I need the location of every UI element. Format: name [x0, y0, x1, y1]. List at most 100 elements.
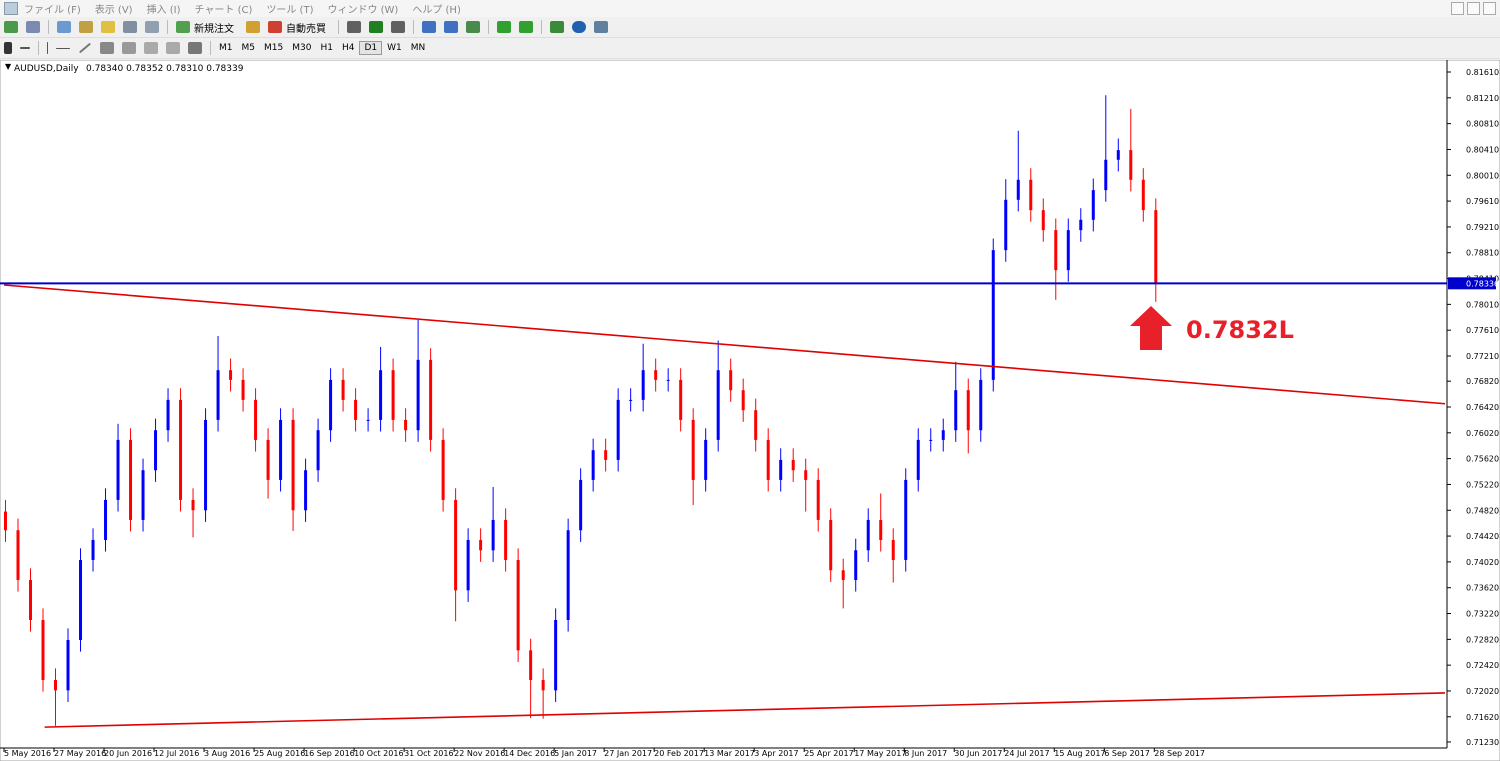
- candle-body: [566, 530, 570, 620]
- separator: [167, 20, 168, 34]
- candle-body: [954, 390, 958, 431]
- candle-body: [841, 570, 845, 580]
- new-order-icon[interactable]: [176, 21, 190, 33]
- candle-body: [29, 579, 33, 620]
- minimize-button[interactable]: [1451, 2, 1464, 15]
- zoom-in-button[interactable]: [422, 21, 436, 33]
- x-tick-label: 6 Sep 2017: [1104, 749, 1150, 758]
- new-order-button[interactable]: 新規注文: [194, 23, 234, 35]
- candle-body: [279, 419, 283, 480]
- cursor-button[interactable]: [4, 42, 12, 54]
- vertical-line-button[interactable]: [47, 42, 48, 54]
- horizontal-line-button[interactable]: [56, 47, 70, 49]
- tile-windows-button[interactable]: [466, 21, 480, 33]
- menu-item[interactable]: ファイル (F): [24, 5, 81, 16]
- timeframe-button[interactable]: W1: [387, 43, 402, 53]
- timeframe-button[interactable]: M1: [219, 43, 233, 53]
- restore-button[interactable]: [1467, 2, 1480, 15]
- text-button[interactable]: [144, 42, 158, 54]
- candle-body: [779, 459, 783, 480]
- candle-chart-button[interactable]: [369, 21, 383, 33]
- arrows-button[interactable]: [188, 42, 202, 54]
- y-tick-label: 0.79610: [1466, 197, 1499, 206]
- candle-body: [704, 439, 708, 480]
- timeframe-button[interactable]: M5: [241, 43, 256, 53]
- indicators-button[interactable]: [550, 21, 564, 33]
- market-watch-button[interactable]: [57, 21, 71, 33]
- candle-body: [404, 419, 408, 431]
- data-window-button[interactable]: [79, 21, 93, 33]
- menu-bar: ファイル (F) 表示 (V) 挿入 (I) チャート (C) ツール (T) …: [0, 0, 1500, 17]
- zoom-out-button[interactable]: [444, 21, 458, 33]
- x-tick-label: 28 Sep 2017: [1154, 749, 1205, 758]
- candle-body: [4, 511, 7, 531]
- y-tick-label: 0.76820: [1466, 377, 1499, 386]
- candle-body: [541, 680, 545, 691]
- y-tick-label: 0.74420: [1466, 532, 1499, 541]
- auto-trading-button[interactable]: 自動売買: [286, 23, 326, 35]
- annotation-arrow: [1130, 306, 1172, 350]
- y-tick-label: 0.74820: [1466, 506, 1499, 515]
- menu-item[interactable]: 表示 (V): [94, 5, 133, 16]
- candle-body: [316, 430, 320, 471]
- candle-body: [729, 370, 733, 391]
- line-chart-button[interactable]: [391, 21, 405, 33]
- y-tick-label: 0.72020: [1466, 687, 1499, 696]
- candle-body: [516, 559, 520, 651]
- candle-body: [466, 539, 470, 591]
- timeframe-button[interactable]: M15: [264, 43, 284, 53]
- profiles-button[interactable]: [26, 21, 40, 33]
- timeframe-button[interactable]: H4: [341, 43, 355, 53]
- x-tick-label: 17 May 2017: [854, 749, 906, 758]
- close-button[interactable]: [1483, 2, 1496, 15]
- candle-body: [766, 439, 770, 480]
- channel-button[interactable]: [100, 42, 114, 54]
- menu-item[interactable]: チャート (C): [194, 5, 253, 16]
- chart: ▼ AUDUSD,Daily 0.78340 0.78352 0.78310 0…: [0, 60, 1500, 761]
- periods-button[interactable]: [572, 21, 586, 33]
- chart-shift-button[interactable]: [497, 21, 511, 33]
- meta-editor-button[interactable]: [246, 21, 260, 33]
- candle-body: [716, 370, 720, 440]
- y-tick-label: 0.76020: [1466, 429, 1499, 438]
- candle-body: [904, 479, 908, 560]
- timeframe-button[interactable]: MN: [410, 43, 426, 53]
- timeframe-button[interactable]: M30: [292, 43, 312, 53]
- auto-trading-icon[interactable]: [268, 21, 282, 33]
- candle-body: [416, 359, 420, 431]
- label-button[interactable]: [166, 42, 180, 54]
- app-icon: [4, 2, 18, 15]
- trendline-button[interactable]: [78, 42, 92, 54]
- tester-button[interactable]: [145, 21, 159, 33]
- navigator-button[interactable]: [101, 21, 115, 33]
- templates-button[interactable]: [594, 21, 608, 33]
- fibonacci-button[interactable]: [122, 42, 136, 54]
- terminal-button[interactable]: [123, 21, 137, 33]
- x-tick-label: 3 Apr 2017: [754, 749, 798, 758]
- candle-body: [141, 470, 145, 520]
- x-tick-label: 15 Aug 2017: [1054, 749, 1105, 758]
- menu-item[interactable]: ツール (T): [266, 5, 314, 16]
- timeframe-button[interactable]: D1: [359, 41, 383, 55]
- candle-body: [504, 519, 508, 560]
- crosshair-button[interactable]: [20, 47, 30, 49]
- candle-body: [929, 439, 933, 441]
- candle-body: [1091, 190, 1095, 220]
- candle-body: [1016, 179, 1020, 200]
- candle-body: [304, 470, 308, 511]
- candle-body: [529, 650, 533, 681]
- y-tick-label: 0.72420: [1466, 661, 1499, 670]
- x-tick-label: 20 Feb 2017: [654, 749, 704, 758]
- separator: [38, 41, 39, 55]
- timeframe-button[interactable]: H1: [320, 43, 333, 53]
- new-chart-button[interactable]: [4, 21, 18, 33]
- menu-item[interactable]: ヘルプ (H): [412, 5, 461, 16]
- x-tick-label: 3 Aug 2016: [204, 749, 250, 758]
- menu-item[interactable]: 挿入 (I): [146, 5, 181, 16]
- candle-body: [179, 399, 183, 500]
- bar-chart-button[interactable]: [347, 21, 361, 33]
- menu-item[interactable]: ウィンドウ (W): [327, 5, 399, 16]
- auto-scroll-button[interactable]: [519, 21, 533, 33]
- candle-body: [116, 439, 120, 500]
